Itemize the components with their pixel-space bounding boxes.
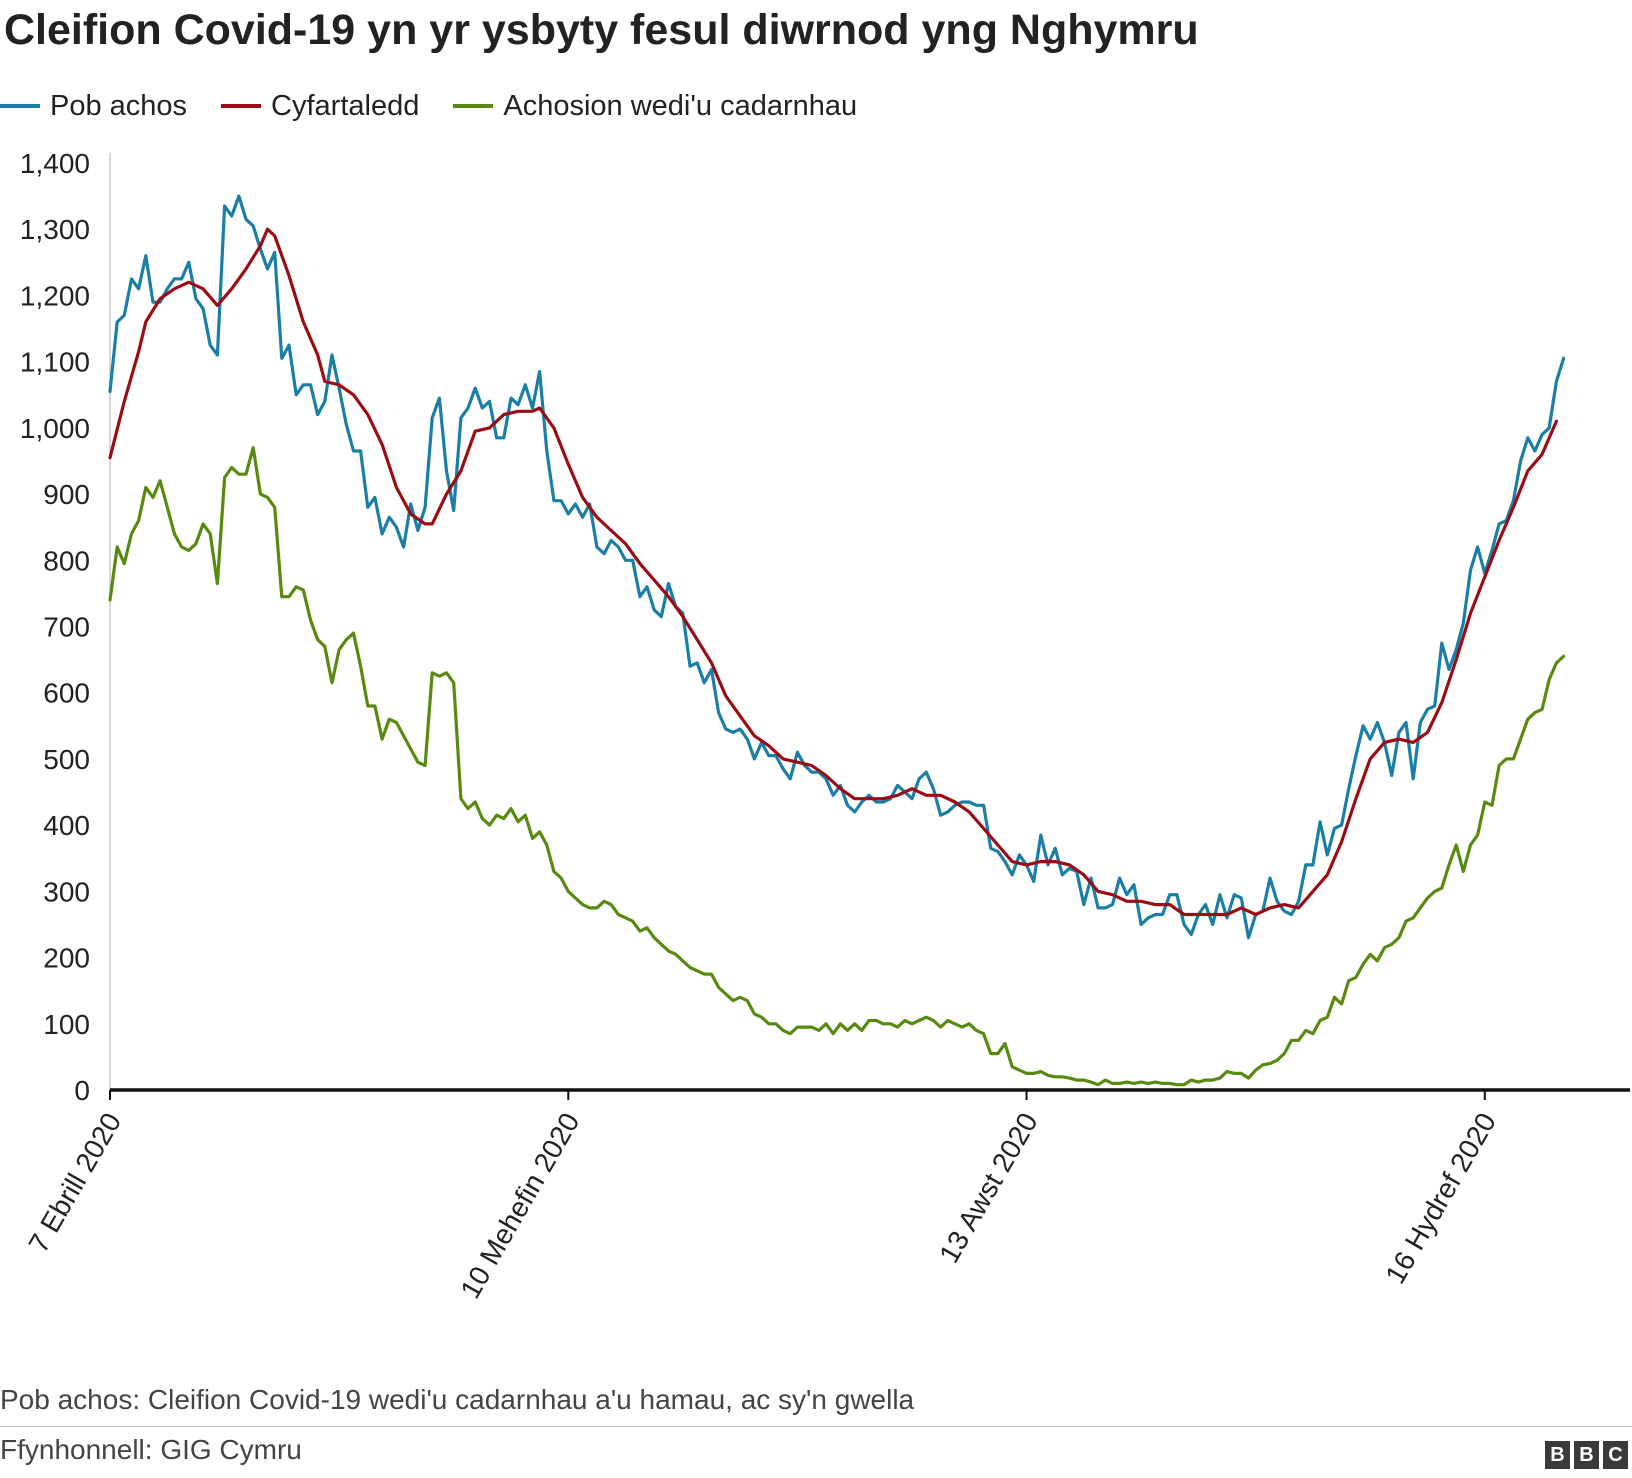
y-tick-label: 1,200 <box>20 280 90 311</box>
series-line-pob-achos <box>108 194 1566 940</box>
y-tick-label: 500 <box>43 744 90 775</box>
legend-swatch-achosion-wedi-u-cadarnhau <box>453 104 494 108</box>
y-tick-label: 600 <box>43 678 90 709</box>
y-tick-label: 1,000 <box>20 413 90 444</box>
y-tick-label: 0 <box>74 1075 90 1106</box>
y-tick-label: 300 <box>43 876 90 907</box>
legend-label-pob-achos: Pob achos <box>50 89 188 122</box>
chart-legend: Pob achos Cyfartaledd Achosion wedi'u ca… <box>0 86 891 126</box>
source-credit: Ffynhonnell: GIG Cymru <box>0 1434 302 1465</box>
y-tick-label: 1,300 <box>20 214 90 245</box>
x-tick-label: 16 Hydref 2020 <box>1379 1108 1502 1289</box>
legend-item-achosion-wedi-u-cadarnhau: Achosion wedi'u cadarnhau <box>453 90 857 123</box>
x-tick-label: 7 Ebrill 2020 <box>23 1108 128 1258</box>
series-line-achosion-wedi-u-cadarnhau <box>108 446 1566 1087</box>
y-tick-label: 1,400 <box>20 148 90 179</box>
footer-divider <box>0 1426 1632 1427</box>
y-tick-label: 100 <box>43 1009 90 1040</box>
y-tick-label: 1,100 <box>20 347 90 378</box>
y-tick-label: 800 <box>43 545 90 576</box>
legend-label-achosion-wedi-u-cadarnhau: Achosion wedi'u cadarnhau <box>503 89 858 122</box>
bbc-logo-letter: B <box>1545 1441 1570 1469</box>
y-tick-label: 200 <box>43 943 90 974</box>
line-chart: 0 100 200 300 400 500 600 700 800 900 1,000 1,100 1,… <box>20 148 1630 1304</box>
y-tick-label: 400 <box>43 810 90 841</box>
y-tick-label: 700 <box>43 612 90 643</box>
legend-item-pob-achos: Pob achos <box>0 90 187 123</box>
bbc-logo-letter: B <box>1574 1441 1599 1469</box>
bbc-logo: B B C <box>1545 1441 1628 1469</box>
chart-title: Cleifion Covid-19 yn yr ysbyty fesul diw… <box>4 6 1199 54</box>
legend-item-cyfartaledd: Cyfartaledd <box>221 90 419 123</box>
x-tick-label: 13 Awst 2020 <box>933 1108 1044 1269</box>
legend-swatch-pob-achos <box>0 104 40 108</box>
x-tick-label: 10 Mehefin 2020 <box>454 1108 585 1304</box>
bbc-logo-letter: C <box>1603 1441 1628 1469</box>
series-line-cyfartaledd <box>108 227 1558 917</box>
chart-note: Pob achos: Cleifion Covid-19 wedi'u cada… <box>0 1384 915 1415</box>
legend-label-cyfartaledd: Cyfartaledd <box>271 89 420 122</box>
y-tick-label: 900 <box>43 479 90 510</box>
legend-swatch-cyfartaledd <box>221 104 262 108</box>
